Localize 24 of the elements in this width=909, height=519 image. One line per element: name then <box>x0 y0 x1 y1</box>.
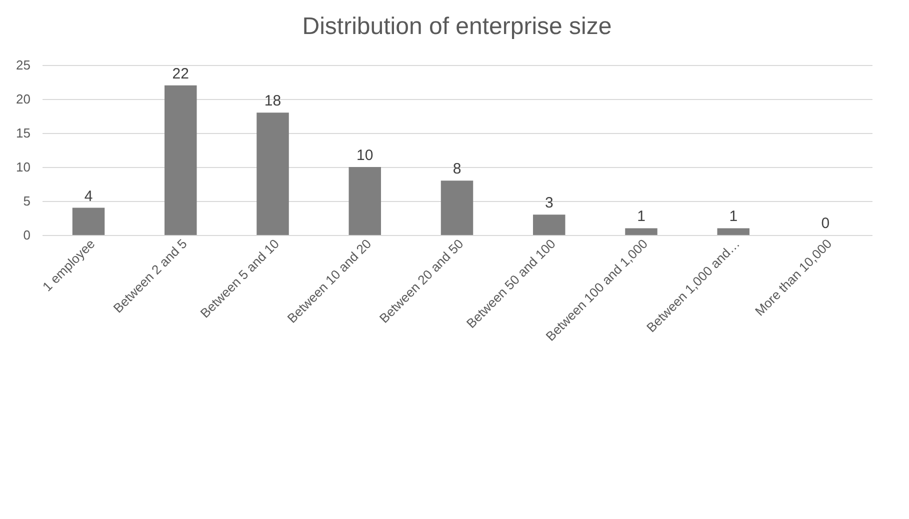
bar <box>348 167 381 235</box>
y-tick-label: 5 <box>23 194 30 208</box>
data-label: 8 <box>452 160 462 178</box>
bar <box>533 214 566 235</box>
bar <box>625 228 658 235</box>
data-label: 1 <box>729 208 738 226</box>
y-tick-label: 10 <box>16 160 30 174</box>
data-label: 0 <box>821 215 830 232</box>
bar <box>72 208 105 235</box>
data-label: 4 <box>84 188 93 205</box>
data-label: 3 <box>544 194 554 212</box>
y-tick-label: 20 <box>16 92 30 106</box>
data-label: 18 <box>264 92 282 110</box>
y-tick-label: 15 <box>16 126 30 140</box>
data-label: 22 <box>172 65 189 82</box>
bar <box>164 85 197 235</box>
y-tick-label: 0 <box>23 228 30 242</box>
chart-title: Distribution of enterprise size <box>302 13 612 40</box>
bar <box>440 180 474 235</box>
y-tick-label: 25 <box>16 58 30 72</box>
bar <box>256 112 289 235</box>
data-label: 1 <box>637 208 646 226</box>
data-label: 10 <box>356 147 374 164</box>
bar <box>717 228 750 235</box>
